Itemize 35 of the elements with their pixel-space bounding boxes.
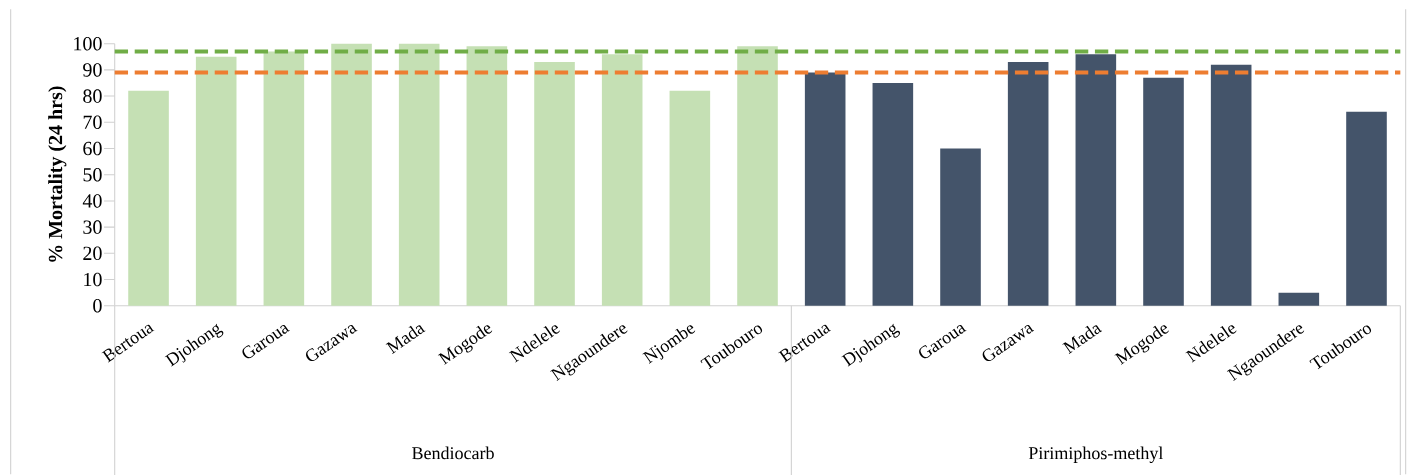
bar	[466, 46, 508, 306]
bar	[1278, 292, 1320, 306]
y-tick-label: 20	[83, 246, 102, 261]
bar	[398, 43, 440, 306]
y-tick-label: 100	[74, 37, 102, 51]
bar	[331, 43, 372, 306]
y-tick-label: 90	[83, 63, 102, 77]
bar	[872, 83, 914, 306]
bar	[601, 54, 643, 306]
bar	[263, 51, 305, 306]
bar	[128, 91, 169, 306]
y-tick-label: 70	[83, 115, 102, 130]
bar	[1210, 64, 1252, 306]
bar	[195, 56, 237, 306]
bar	[1007, 62, 1049, 306]
bar	[1075, 54, 1117, 306]
y-tick-label: 0	[93, 299, 102, 313]
y-tick-label: 30	[83, 220, 102, 235]
y-tick-label: 50	[83, 168, 102, 182]
bar	[940, 148, 981, 306]
y-tick-label: 80	[83, 89, 102, 103]
y-tick-label: 60	[83, 141, 102, 156]
x-tick-label: Mada	[385, 325, 426, 355]
y-tick-label: 10	[84, 272, 102, 287]
y-axis-title: % Mortality (24 hrs)	[48, 86, 67, 262]
bar	[534, 62, 575, 306]
bar	[1143, 77, 1184, 306]
bar	[737, 46, 778, 306]
text: Pirimiphos-methyl	[1028, 446, 1164, 464]
bar	[669, 91, 711, 306]
bar	[804, 72, 846, 306]
x-tick-label: Mada	[1062, 325, 1103, 355]
text: Bendiocarb	[412, 446, 494, 460]
bar	[1346, 111, 1387, 306]
y-tick-label: 40	[82, 194, 102, 208]
